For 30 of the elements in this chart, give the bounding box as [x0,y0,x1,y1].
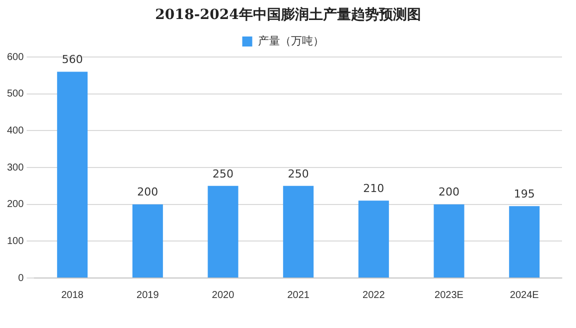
legend-label: 产量（万吨） [258,34,324,48]
data-label: 250 [212,167,234,180]
data-label: 560 [62,53,83,66]
x-tick-label: 2021 [287,290,310,301]
x-tick-label: 2020 [212,290,235,301]
x-tick-label: 2019 [136,290,160,301]
x-tick-label: 2024E [510,290,540,301]
x-tick-label: 2022 [362,290,386,301]
y-tick-label: 100 [6,236,24,247]
bar [132,204,163,278]
y-tick-label: 200 [6,199,24,210]
bar [208,186,238,278]
y-tick-label: 300 [6,162,24,174]
bar [434,204,464,278]
data-label: 195 [514,188,535,201]
y-tick-label: 600 [6,52,24,63]
bar [358,200,389,278]
y-tick-label: 500 [6,88,24,100]
data-label: 200 [438,186,460,199]
bar [509,206,540,278]
y-tick-label: 400 [6,125,24,136]
x-tick-label: 2018 [61,290,84,301]
data-label: 210 [363,182,384,196]
data-label: 250 [288,167,309,180]
data-label: 200 [137,186,158,199]
x-tick-label: 2023E [434,290,464,301]
y-tick-label: 0 [18,272,24,284]
bar [283,186,314,278]
bar [57,72,88,278]
chart-title: 2018-2024年中国膨润土产量趋势预测图 [154,6,422,25]
